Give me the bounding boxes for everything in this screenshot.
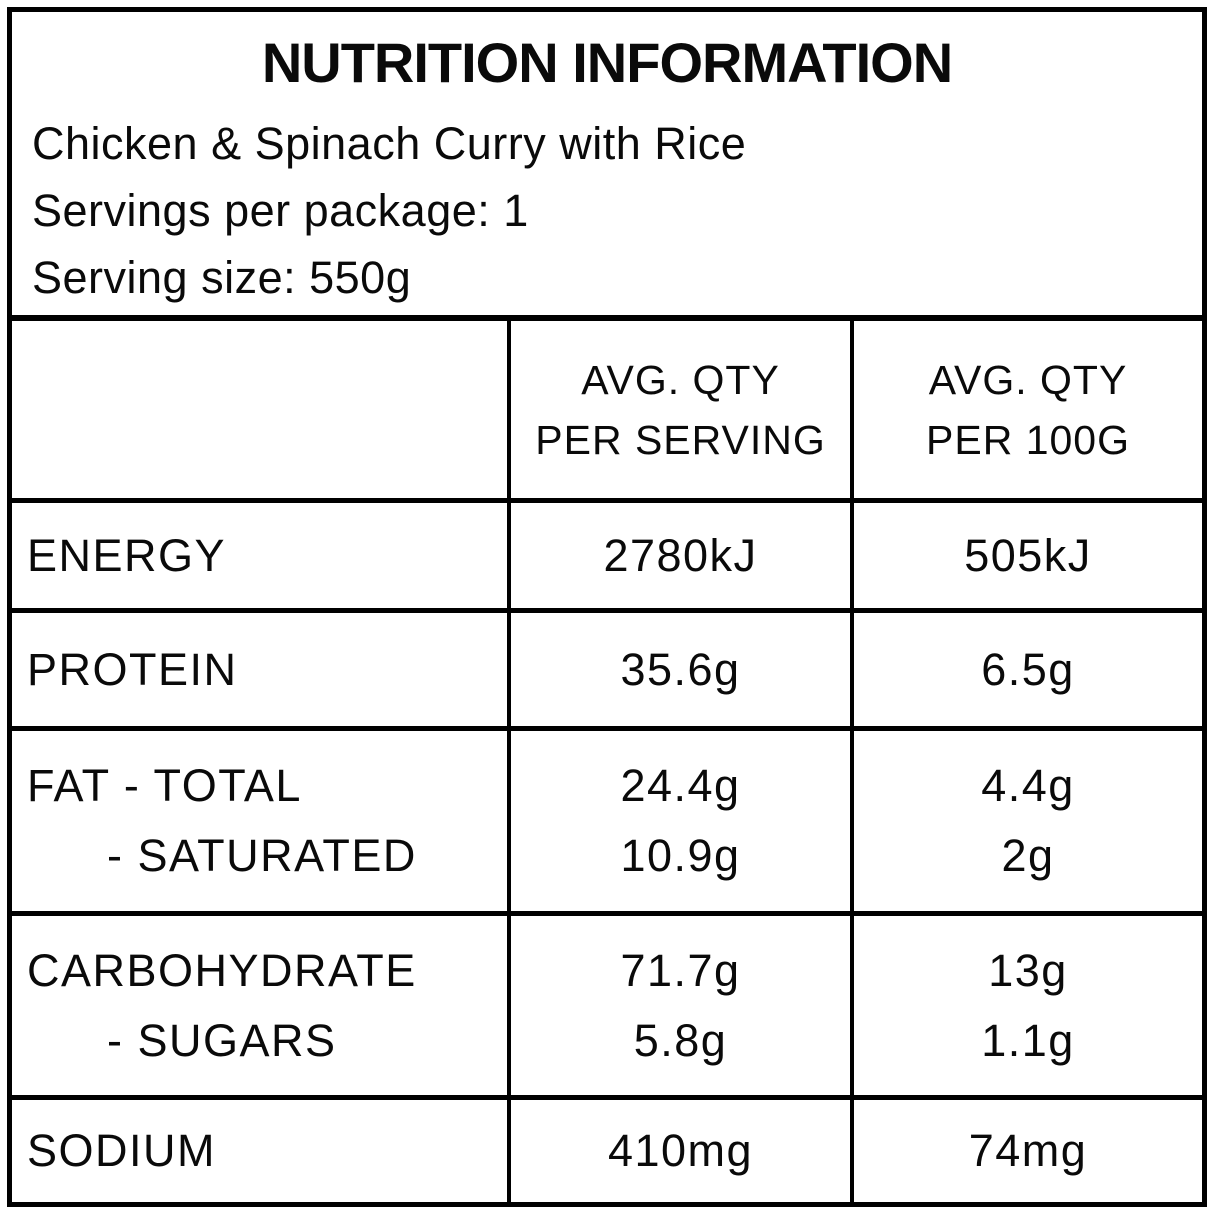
row-label-protein: PROTEIN xyxy=(12,608,507,726)
value-carbohydrate-per-100g: 13g 1.1g xyxy=(850,911,1202,1095)
label-line-sub: - SATURATED xyxy=(107,830,417,881)
panel-header: NUTRITION INFORMATION Chicken & Spinach … xyxy=(12,12,1202,315)
value-line-sub: 10.9g xyxy=(620,830,741,881)
value-line: 13g xyxy=(988,944,1068,996)
col-header-line: AVG. QTY xyxy=(928,356,1128,403)
label-line: FAT - TOTAL xyxy=(27,760,302,811)
value-line: 4.4g xyxy=(981,760,1075,811)
label-line: CARBOHYDRATE xyxy=(27,944,417,996)
nutrition-panel: NUTRITION INFORMATION Chicken & Spinach … xyxy=(7,7,1207,1207)
serving-size: Serving size: 550g xyxy=(32,252,412,303)
col-header-blank xyxy=(12,321,507,498)
col-header-line: PER 100G xyxy=(926,416,1130,463)
label-line-sub: - SUGARS xyxy=(107,1014,337,1066)
value-fat-per-100g: 4.4g 2g xyxy=(850,726,1202,911)
row-label-carbohydrate: CARBOHYDRATE - SUGARS xyxy=(12,911,507,1095)
panel-title: NUTRITION INFORMATION xyxy=(261,31,953,94)
value-energy-per-serving: 2780kJ xyxy=(507,498,850,608)
value-sodium-per-serving: 410mg xyxy=(507,1095,850,1202)
product-name: Chicken & Spinach Curry with Rice xyxy=(32,118,747,169)
value-line: 505kJ xyxy=(964,529,1092,581)
col-header-per-100g: AVG. QTY PER 100G xyxy=(850,321,1202,498)
col-header-line: AVG. QTY xyxy=(581,356,780,403)
value-line-sub: 1.1g xyxy=(981,1014,1075,1066)
value-line: 2780kJ xyxy=(603,529,758,581)
value-energy-per-100g: 505kJ xyxy=(850,498,1202,608)
value-sodium-per-100g: 74mg xyxy=(850,1095,1202,1202)
value-line: 35.6g xyxy=(620,643,741,695)
value-protein-per-serving: 35.6g xyxy=(507,608,850,726)
value-line: 24.4g xyxy=(620,760,741,811)
row-label-fat: FAT - TOTAL - SATURATED xyxy=(12,726,507,911)
label-line: SODIUM xyxy=(27,1125,216,1176)
value-fat-per-serving: 24.4g 10.9g xyxy=(507,726,850,911)
value-line: 74mg xyxy=(968,1125,1088,1176)
value-line: 410mg xyxy=(607,1125,754,1176)
label-line: ENERGY xyxy=(27,529,227,581)
nutrition-table: AVG. QTY PER SERVING AVG. QTY PER 100G E… xyxy=(12,315,1202,1202)
value-line: 6.5g xyxy=(981,643,1075,695)
value-protein-per-100g: 6.5g xyxy=(850,608,1202,726)
value-carbohydrate-per-serving: 71.7g 5.8g xyxy=(507,911,850,1095)
row-label-sodium: SODIUM xyxy=(12,1095,507,1202)
label-line: PROTEIN xyxy=(27,643,238,695)
value-line-sub: 5.8g xyxy=(633,1014,728,1066)
servings-per-package: Servings per package: 1 xyxy=(32,185,529,236)
col-header-line: PER SERVING xyxy=(535,416,826,463)
value-line: 71.7g xyxy=(620,944,741,996)
row-label-energy: ENERGY xyxy=(12,498,507,608)
value-line-sub: 2g xyxy=(1001,830,1055,881)
col-header-per-serving: AVG. QTY PER SERVING xyxy=(507,321,850,498)
